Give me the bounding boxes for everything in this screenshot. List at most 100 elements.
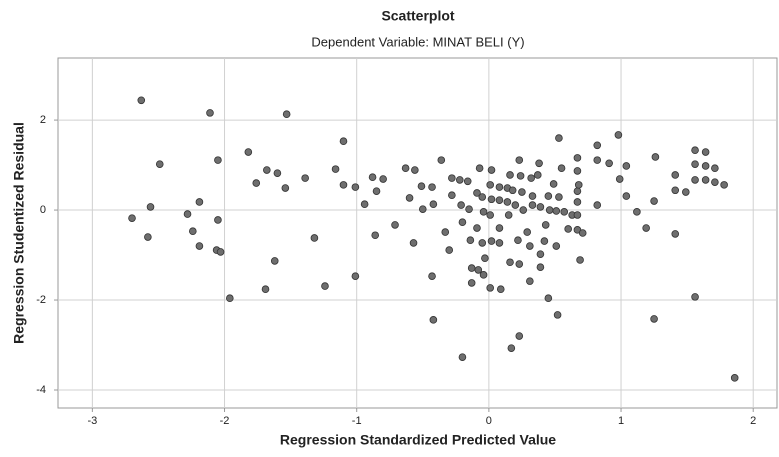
- point: [515, 260, 524, 268]
- point: [593, 201, 602, 209]
- point: [486, 211, 494, 219]
- point: [195, 242, 204, 250]
- point: [671, 186, 680, 195]
- point: [518, 188, 526, 196]
- plot-frame: [57, 57, 778, 409]
- point: [711, 164, 719, 173]
- point: [711, 178, 719, 186]
- point: [214, 216, 222, 224]
- point: [536, 263, 545, 271]
- point: [691, 146, 699, 155]
- point: [128, 214, 136, 222]
- point: [573, 167, 582, 175]
- x-tick-label: 1: [618, 415, 624, 427]
- point: [448, 191, 456, 200]
- point: [487, 237, 496, 245]
- point: [467, 279, 476, 287]
- point: [486, 284, 494, 292]
- x-tick-label: -1: [352, 415, 362, 427]
- point: [445, 246, 454, 254]
- point: [701, 176, 710, 184]
- point: [146, 203, 155, 211]
- point: [576, 256, 584, 264]
- point: [371, 231, 380, 240]
- point: [360, 200, 369, 209]
- point: [633, 208, 641, 216]
- point: [137, 96, 146, 105]
- point: [564, 225, 572, 233]
- point: [508, 186, 517, 195]
- point: [526, 242, 534, 250]
- point: [650, 315, 658, 323]
- point: [455, 176, 464, 184]
- point: [701, 148, 710, 156]
- point: [553, 311, 562, 319]
- point: [650, 197, 658, 205]
- point: [593, 141, 602, 150]
- point: [691, 176, 699, 184]
- point: [474, 266, 483, 274]
- point: [273, 169, 282, 177]
- point: [189, 227, 197, 236]
- point: [552, 207, 561, 215]
- point: [411, 166, 419, 174]
- point: [351, 272, 360, 280]
- point: [515, 156, 524, 164]
- point: [379, 175, 387, 183]
- point: [730, 374, 739, 382]
- x-tick-label: 0: [486, 415, 492, 427]
- point: [463, 177, 472, 186]
- point: [555, 134, 563, 142]
- point: [321, 282, 329, 290]
- point: [535, 159, 543, 168]
- point: [605, 159, 613, 168]
- y-tick-label: -4: [36, 384, 46, 396]
- point: [475, 164, 484, 173]
- point: [401, 164, 410, 173]
- point: [155, 160, 164, 168]
- point: [544, 294, 553, 303]
- point: [478, 193, 487, 201]
- point: [487, 166, 496, 174]
- point: [528, 192, 537, 200]
- point: [144, 233, 152, 241]
- point: [615, 175, 624, 183]
- point: [428, 272, 436, 280]
- point: [244, 148, 253, 156]
- point: [214, 156, 222, 164]
- point: [574, 181, 583, 189]
- point: [701, 162, 710, 170]
- point: [528, 201, 537, 209]
- point: [573, 211, 582, 219]
- point: [507, 344, 516, 352]
- point: [622, 162, 631, 170]
- chart-title: Scatterplot: [381, 8, 454, 24]
- point: [281, 184, 290, 192]
- point: [391, 221, 399, 229]
- point: [573, 187, 582, 195]
- point: [526, 277, 534, 285]
- point: [467, 264, 476, 272]
- chart-subtitle: Dependent Variable: MINAT BELI (Y): [311, 34, 524, 49]
- point: [495, 239, 504, 247]
- point: [506, 171, 514, 179]
- point: [671, 171, 680, 179]
- point: [428, 183, 436, 191]
- point: [466, 236, 475, 244]
- point: [527, 174, 535, 182]
- point: [478, 239, 487, 247]
- point: [448, 174, 456, 182]
- point: [495, 183, 504, 191]
- point: [270, 257, 279, 265]
- point: [417, 182, 426, 191]
- point: [479, 271, 488, 279]
- point: [429, 316, 438, 324]
- point: [496, 285, 505, 294]
- point: [515, 332, 524, 340]
- point: [301, 174, 309, 182]
- point: [216, 248, 225, 256]
- point: [495, 224, 504, 232]
- point: [465, 205, 473, 213]
- point: [523, 228, 532, 236]
